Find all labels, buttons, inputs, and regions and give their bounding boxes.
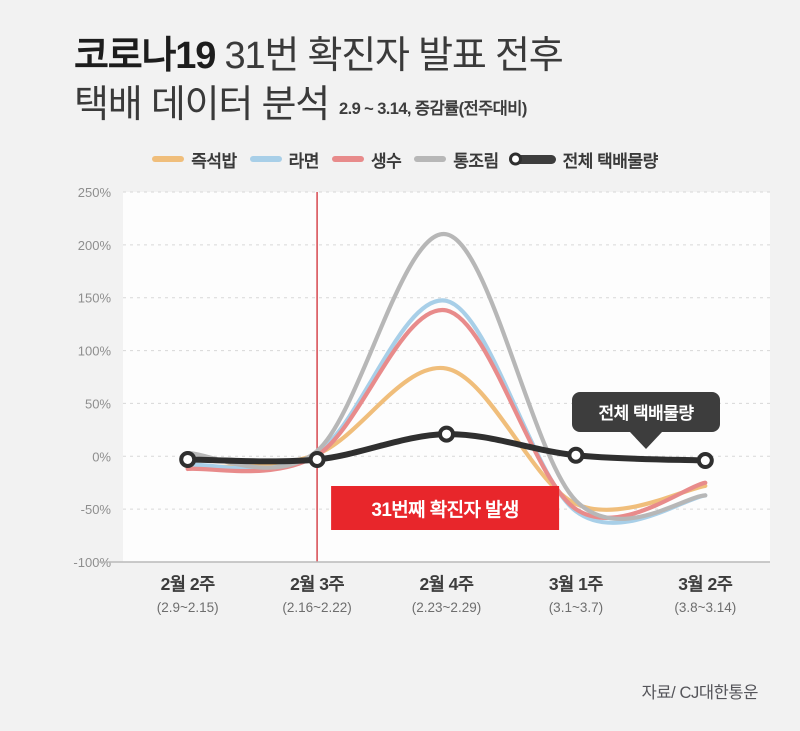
data-point-marker[interactable] (179, 450, 197, 468)
series-point-markers (179, 425, 714, 469)
y-axis-tick-label: 50% (85, 396, 111, 411)
y-axis-tick-label: -50% (81, 502, 112, 517)
total-volume-callout: 전체 택배물량 (572, 391, 720, 449)
legend-label: 전체 택배물량 (562, 151, 659, 171)
x-axis-date-range-label: (3.1~3.7) (549, 600, 603, 615)
y-axis-tick-label: -100% (73, 555, 111, 570)
series-lines (184, 231, 709, 525)
legend-item-canned-food[interactable]: 통조림 (414, 147, 499, 172)
data-point-marker[interactable] (696, 451, 714, 469)
legend-label: 라면 (288, 151, 320, 171)
y-axis-tick-label: 150% (78, 290, 112, 305)
y-axis-ticks: 250% 200% 150% 100% 50% 0% -50% -100% (73, 185, 111, 570)
page-subtitle: 2.9 ~ 3.14, 증감률(전주대비) (339, 100, 527, 119)
legend-item-total-parcel-volume[interactable]: 전체 택배물량 (511, 147, 659, 172)
header: 코로나19 31번 확진자 발표 전후 택배 데이터 분석 2.9 ~ 3.14,… (0, 0, 800, 131)
legend-item-ramen[interactable]: 라면 (249, 147, 320, 172)
y-axis-tick-label: 100% (78, 343, 112, 358)
page-title-line-2: 택배 데이터 분석 2.9 ~ 3.14, 증감률(전주대비) (74, 81, 800, 130)
callout-tail (630, 431, 662, 449)
x-axis-category-label: 2월 2주 (161, 574, 215, 594)
x-axis-category-label: 3월 1주 (549, 574, 603, 594)
page-title-line-1: 코로나19 31번 확진자 발표 전후 (74, 32, 800, 81)
legend-label: 생수 (370, 151, 402, 171)
title-subject: 택배 데이터 분석 (74, 84, 330, 127)
data-point-marker[interactable] (308, 450, 326, 468)
y-axis-tick-label: 0% (92, 449, 111, 464)
line-chart: 250% 200% 150% 100% 50% 0% -50% -100% 2월 2주 (2.9… (73, 185, 770, 615)
title-keyword: 코로나19 (74, 35, 216, 77)
data-point-marker[interactable] (567, 446, 585, 464)
callout-box (572, 391, 720, 432)
legend-swatch-line-circle-icon (511, 154, 556, 164)
legend-item-bottled-water[interactable]: 생수 (331, 147, 402, 172)
x-axis-category-label: 3월 2주 (678, 574, 732, 594)
event-annotation-box: 31번째 확진자 발생 (331, 485, 560, 530)
title-rest: 31번 확진자 발표 전후 (224, 35, 564, 77)
y-axis-tick-label: 250% (78, 185, 112, 200)
x-axis-date-range-label: (2.23~2.29) (412, 600, 481, 615)
data-point-marker[interactable] (438, 425, 455, 443)
legend-swatch-line-icon (249, 156, 282, 163)
x-axis-date-range-label: (2.9~2.15) (157, 600, 219, 615)
callout-label: 전체 택배물량 (598, 404, 694, 423)
legend-label: 즉석밥 (191, 151, 237, 171)
event-box-label: 31번째 확진자 발생 (371, 498, 518, 521)
source-credit: 자료/ CJ대한통운 (641, 684, 759, 702)
legend-swatch-line-icon (152, 156, 185, 163)
chart-legend: 즉석밥 라면 생수 통조림 전체 택배물량 (0, 147, 800, 172)
x-axis-category-label: 2월 3주 (290, 574, 344, 594)
event-box (331, 485, 560, 530)
legend-item-instant-rice[interactable]: 즉석밥 (152, 147, 237, 172)
chart-container: 250% 200% 150% 100% 50% 0% -50% -100% 2월 2주 (2.9… (0, 180, 800, 650)
x-axis-date-range-label: (2.16~2.22) (282, 600, 351, 615)
legend-swatch-line-icon (414, 156, 447, 163)
y-axis-tick-label: 200% (78, 238, 112, 253)
x-axis-category-label: 2월 4주 (419, 574, 473, 594)
x-axis-date-range-label: (3.8~3.14) (674, 600, 736, 615)
legend-label: 통조림 (453, 151, 499, 171)
legend-swatch-line-icon (331, 156, 364, 163)
x-axis-ticks: 2월 2주 (2.9~2.15) 2월 3주 (2.16~2.22) 2월 4주 (2.2… (157, 574, 737, 615)
